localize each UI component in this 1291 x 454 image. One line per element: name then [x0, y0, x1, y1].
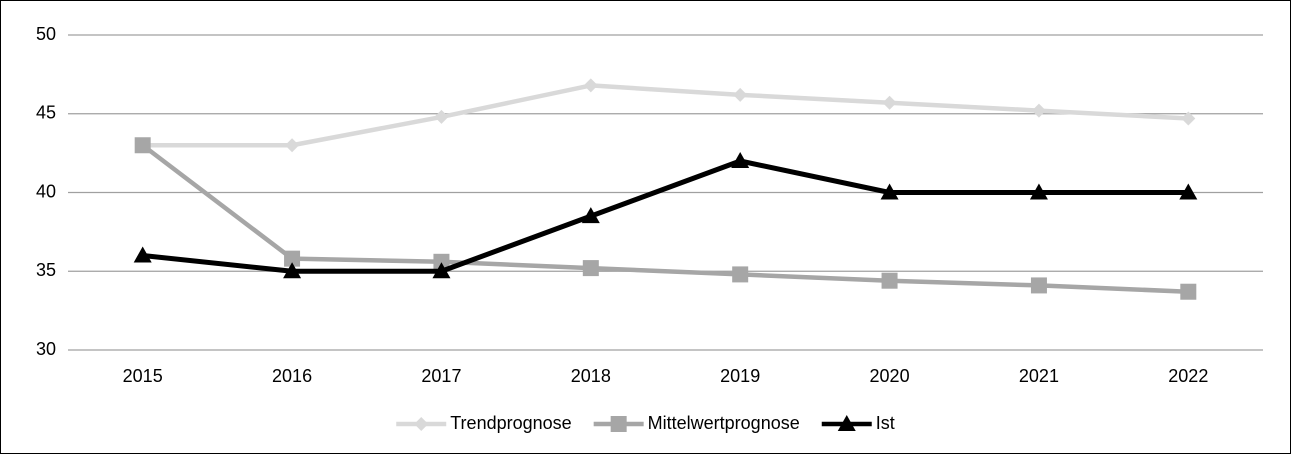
marker — [1029, 183, 1048, 200]
legend-label: Trendprognose — [450, 413, 571, 433]
marker — [583, 78, 598, 93]
marker — [882, 95, 897, 110]
y-tick-label: 35 — [36, 260, 56, 280]
x-tick-label: 2016 — [272, 366, 312, 386]
legend-marker — [837, 415, 856, 431]
x-tick-label: 2020 — [870, 366, 910, 386]
x-tick-label: 2017 — [421, 366, 461, 386]
marker — [1181, 111, 1196, 126]
legend-marker — [414, 417, 429, 431]
series-line — [142, 158, 1189, 274]
x-tick-label: 2015 — [123, 366, 163, 386]
marker — [880, 183, 899, 200]
marker — [283, 262, 302, 279]
marker — [134, 137, 151, 154]
series-line — [141, 143, 1189, 294]
marker — [1031, 103, 1046, 118]
legend-marker — [610, 416, 627, 432]
marker — [1180, 283, 1197, 300]
x-tick-label: 2019 — [720, 366, 760, 386]
x-tick-label: 2018 — [571, 366, 611, 386]
marker — [733, 87, 748, 102]
y-tick-label: 40 — [36, 181, 56, 201]
marker — [284, 250, 301, 267]
legend-label: Ist — [876, 413, 895, 433]
marker — [1030, 277, 1047, 294]
marker — [881, 272, 898, 289]
marker — [582, 260, 599, 277]
y-tick-label: 50 — [36, 24, 56, 44]
marker — [732, 266, 749, 283]
marker — [133, 246, 152, 263]
marker — [581, 207, 600, 224]
marker — [432, 262, 451, 279]
y-tick-label: 45 — [36, 103, 56, 123]
x-tick-label: 2021 — [1019, 366, 1059, 386]
legend-label: Mittelwertprognose — [648, 413, 800, 433]
marker — [433, 253, 450, 270]
marker — [285, 138, 300, 153]
series-line — [142, 83, 1189, 148]
marker — [731, 152, 750, 168]
x-tick-label: 2022 — [1168, 366, 1208, 386]
marker — [1179, 183, 1198, 200]
marker — [434, 109, 449, 124]
y-tick-label: 30 — [36, 339, 56, 359]
